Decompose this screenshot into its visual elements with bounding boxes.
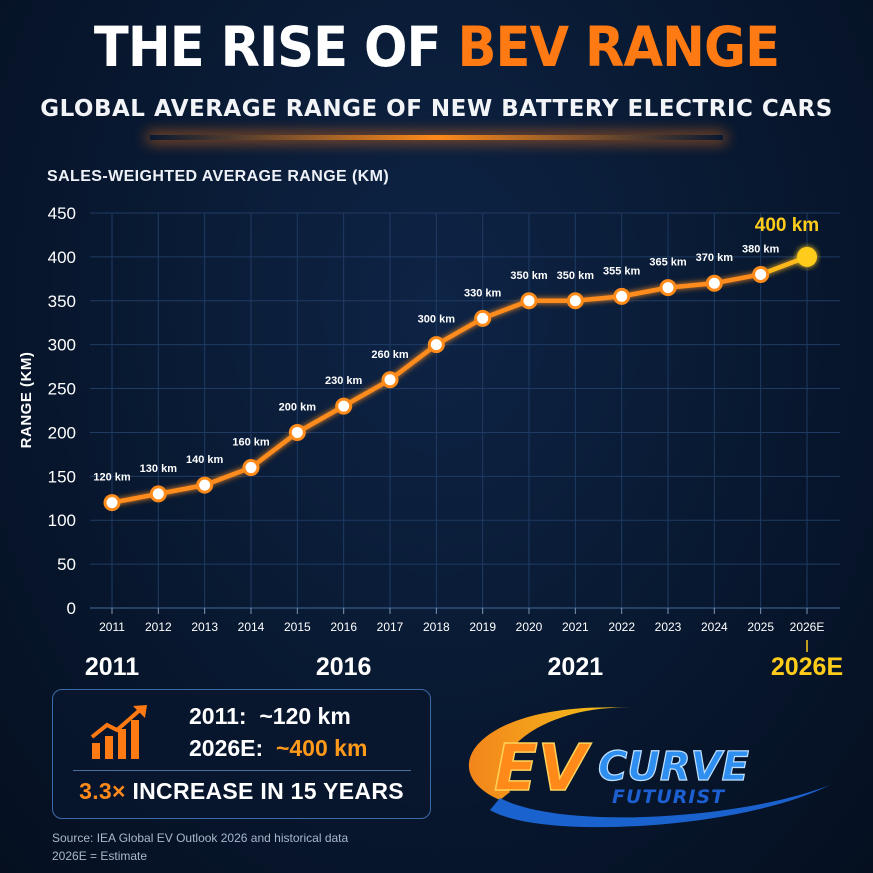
y-tick-label: 50 xyxy=(57,555,76,574)
data-point xyxy=(752,265,770,283)
data-point xyxy=(705,274,723,292)
data-labels: 120 km 130 km 140 km 160 km 200 km 230 km 260 … xyxy=(93,215,819,484)
data-points xyxy=(103,246,817,512)
x-tick-label: 2011 xyxy=(99,620,125,634)
data-label: 200 km xyxy=(279,401,317,413)
x-tick-label: 2025 xyxy=(747,620,774,634)
x-tick-label: 2023 xyxy=(655,620,682,634)
y-tick-label: 0 xyxy=(67,599,76,618)
page-title: THE RISE OF BEV RANGE xyxy=(0,14,873,80)
data-label: 300 km xyxy=(418,314,456,326)
chart-title: SALES-WEIGHTED AVERAGE RANGE (KM) xyxy=(47,168,390,185)
x-tick-label: 2013 xyxy=(191,620,218,634)
logo-futurist-text: FUTURIST xyxy=(612,786,726,808)
page-subtitle: GLOBAL AVERAGE RANGE OF NEW BATTERY ELEC… xyxy=(40,96,833,122)
data-point xyxy=(103,494,121,512)
title: THE RISE OF BEV RANGE xyxy=(31,14,843,80)
x-tick-label: 2020 xyxy=(516,620,543,634)
data-label: 365 km xyxy=(649,257,687,269)
source-line: Source: IEA Global EV Outlook 2026 and h… xyxy=(52,831,349,845)
data-label: 130 km xyxy=(140,463,178,475)
estimate-note: 2026E = Estimate xyxy=(52,849,148,863)
x-tick-label: 2016 xyxy=(330,620,357,634)
title-part-white: THE RISE OF xyxy=(93,15,442,79)
y-tick-label: 450 xyxy=(48,204,76,223)
x-tick-label: 2017 xyxy=(377,620,404,634)
data-point xyxy=(520,292,538,310)
y-tick-label: 200 xyxy=(48,423,76,442)
data-label: 120 km xyxy=(93,472,131,484)
x-tick-label: 2026E xyxy=(790,620,825,634)
growth-chart-icon xyxy=(90,705,147,759)
y-axis-label: RANGE (KM) xyxy=(18,352,35,449)
data-point xyxy=(242,459,260,477)
summary-2026-value: ~400 km xyxy=(275,735,368,761)
data-point xyxy=(288,423,306,441)
data-point xyxy=(335,397,353,415)
major-year-label: 2011 xyxy=(85,653,139,681)
data-label: 355 km xyxy=(603,265,641,277)
data-point xyxy=(427,336,445,354)
data-label: 140 km xyxy=(186,454,224,466)
source-note: Source: IEA Global EV Outlook 2026 and h… xyxy=(52,829,348,865)
x-tick-label: 2018 xyxy=(423,620,450,634)
y-tick-label: 100 xyxy=(48,511,76,530)
glow-divider xyxy=(150,135,723,140)
data-label: 350 km xyxy=(557,270,595,282)
major-year-label: 2016 xyxy=(316,653,372,681)
data-label: 260 km xyxy=(371,349,409,361)
data-label: 380 km xyxy=(742,243,780,255)
x-tick-label: 2012 xyxy=(145,620,172,634)
logo-swoosh-blue xyxy=(490,785,830,828)
summary-divider xyxy=(73,770,411,771)
data-point xyxy=(474,309,492,327)
data-point xyxy=(566,292,584,310)
chart-gridlines xyxy=(90,212,840,609)
data-point xyxy=(659,279,677,297)
summary-2011: 2011: ~120 km xyxy=(189,703,351,730)
major-year-label: 2021 xyxy=(548,653,604,681)
summary-2026: 2026E: ~400 km xyxy=(189,735,367,762)
ev-curve-logo: EV CURVE FUTURIST xyxy=(468,707,830,828)
logo-curve-text: CURVE xyxy=(598,744,749,790)
x-tick-label: 2014 xyxy=(238,620,265,634)
logo-ev-text: EV xyxy=(494,732,592,806)
summary-2011-label: 2011: xyxy=(189,703,247,729)
data-label: 330 km xyxy=(464,287,502,299)
x-tick-label: 2019 xyxy=(469,620,496,634)
y-tick-label: 300 xyxy=(48,336,76,355)
y-tick-label: 350 xyxy=(48,292,76,311)
x-tick-label: 2015 xyxy=(284,620,311,634)
summary-2026-label: 2026E: xyxy=(189,735,264,761)
major-year-labels: 2011 2016 2021 2026E xyxy=(85,640,843,681)
data-point xyxy=(613,287,631,305)
data-point xyxy=(381,371,399,389)
x-tick-label: 2021 xyxy=(562,620,589,634)
range-line-chart: 0 50 100 150 200 250 300 350 400 450 2011 2012 2013… xyxy=(18,204,843,681)
major-year-label: 2026E xyxy=(771,653,843,681)
data-label: 160 km xyxy=(232,437,270,449)
increase-multiple: 3.3× xyxy=(79,778,126,804)
title-part-orange: BEV RANGE xyxy=(457,15,780,79)
data-label: 370 km xyxy=(696,252,734,264)
summary-box: 2011: ~120 km 2026E: ~400 km 3.3× INCREA… xyxy=(52,689,431,819)
x-tick-label: 2022 xyxy=(608,620,635,634)
y-tick-label: 150 xyxy=(48,467,76,486)
data-point xyxy=(149,485,167,503)
increase-label: INCREASE IN 15 YEARS xyxy=(132,778,404,804)
logo-swoosh-orange xyxy=(468,707,630,800)
summary-2011-value: ~120 km xyxy=(259,703,351,729)
increase-text: 3.3× INCREASE IN 15 YEARS xyxy=(53,778,430,805)
data-point xyxy=(196,476,214,494)
data-label-highlight: 400 km xyxy=(755,215,819,236)
data-label: 230 km xyxy=(325,375,363,387)
data-point-highlight xyxy=(797,246,817,267)
x-axis: 2011 2012 2013 2014 2015 2016 2017 2018 2019 2020… xyxy=(90,607,840,634)
data-label: 350 km xyxy=(510,270,548,282)
y-axis: 0 50 100 150 200 250 300 350 400 450 xyxy=(48,204,76,618)
y-tick-label: 250 xyxy=(48,380,76,399)
x-tick-label: 2024 xyxy=(701,620,728,634)
y-tick-label: 400 xyxy=(48,248,76,267)
